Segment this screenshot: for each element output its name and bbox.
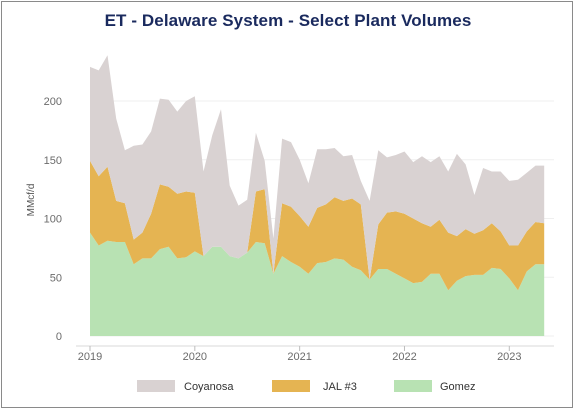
legend-swatch-jal-3 bbox=[272, 380, 310, 392]
area-series-gomez bbox=[90, 232, 545, 336]
y-tick-label: 200 bbox=[44, 96, 62, 108]
legend-swatch-gomez bbox=[394, 380, 432, 392]
legend-label-coyanosa: Coyanosa bbox=[184, 381, 234, 393]
y-axis-label: MMcf/d bbox=[26, 184, 37, 217]
legend-label-gomez: Gomez bbox=[440, 381, 475, 393]
area-series-coyanosa bbox=[90, 55, 545, 280]
y-tick-label: 0 bbox=[56, 331, 62, 343]
legend: Coyanosa JAL #3 Gomez bbox=[137, 380, 475, 393]
chart-title: ET - Delaware System - Select Plant Volu… bbox=[104, 11, 472, 30]
x-tick-label: 2023 bbox=[497, 351, 521, 363]
y-tick-label: 150 bbox=[44, 155, 62, 167]
area-layer bbox=[90, 55, 545, 336]
axis-layer: 2019 2020 2021 2022 2023 bbox=[76, 345, 554, 363]
x-tick-label: 2021 bbox=[287, 351, 311, 363]
y-tick-label: 100 bbox=[44, 214, 62, 226]
legend-label-jal-3: JAL #3 bbox=[323, 381, 357, 393]
area-series-jal-3 bbox=[90, 160, 545, 291]
legend-swatch-coyanosa bbox=[137, 380, 175, 392]
y-tick-label: 50 bbox=[50, 272, 62, 284]
x-tick-label: 2019 bbox=[78, 351, 102, 363]
x-tick-label: 2020 bbox=[183, 351, 207, 363]
x-tick-label: 2022 bbox=[392, 351, 416, 363]
